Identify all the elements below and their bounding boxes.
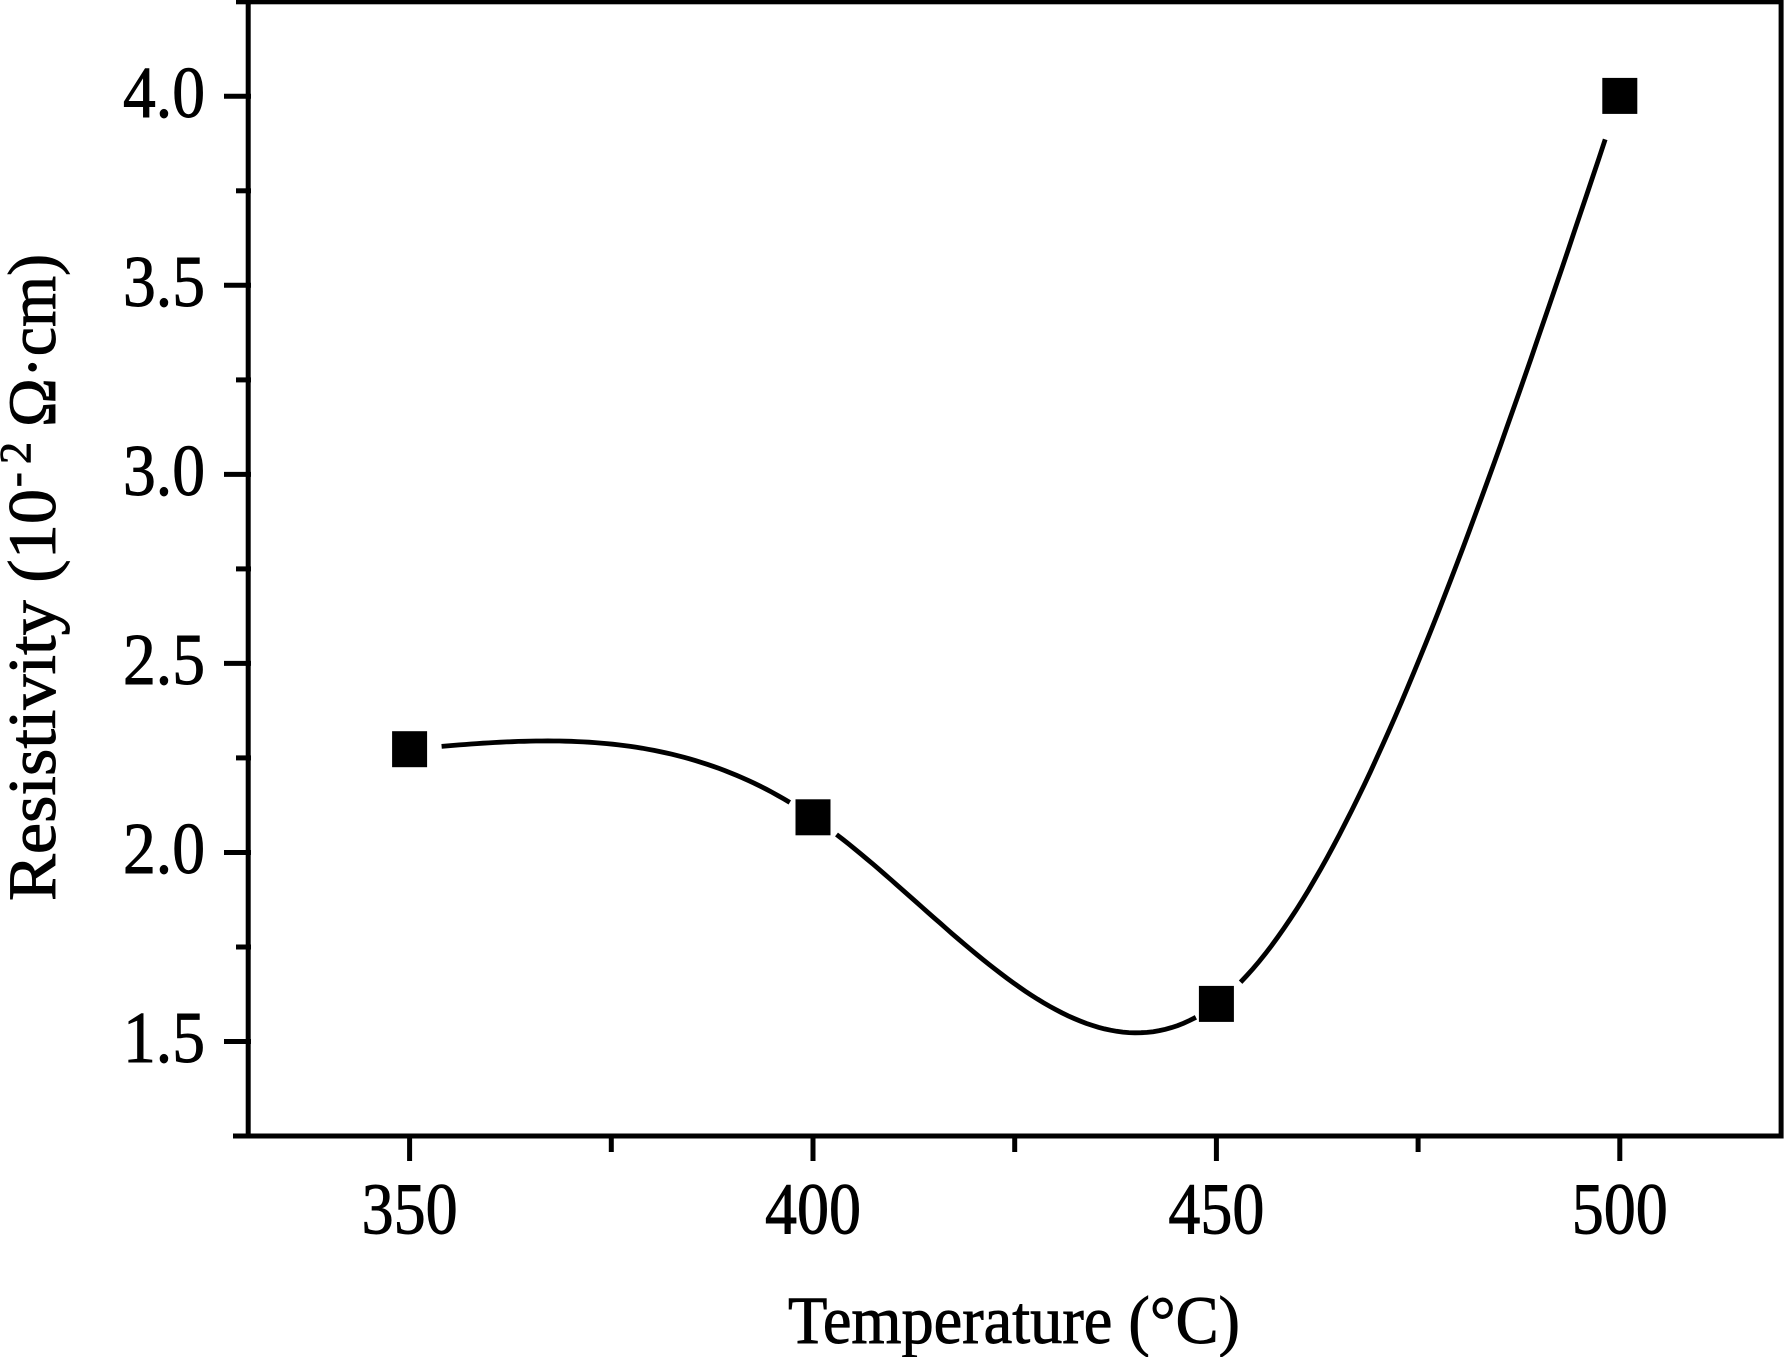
svg-text:Temperature (°C): Temperature (°C) <box>788 1282 1240 1357</box>
svg-text:400: 400 <box>765 1169 861 1250</box>
svg-text:Resistivity (10: Resistivity (10 <box>0 489 70 901</box>
svg-text:Ω·cm): Ω·cm) <box>0 254 70 427</box>
svg-text:2.5: 2.5 <box>123 619 205 700</box>
svg-text:2.0: 2.0 <box>123 808 205 889</box>
svg-text:450: 450 <box>1168 1169 1264 1250</box>
svg-text:500: 500 <box>1572 1169 1668 1250</box>
svg-text:2: 2 <box>0 442 40 464</box>
svg-text:1.5: 1.5 <box>123 997 205 1078</box>
svg-text:350: 350 <box>362 1169 458 1250</box>
svg-text:3.5: 3.5 <box>123 241 205 322</box>
svg-text:3.0: 3.0 <box>123 430 205 511</box>
svg-text:4.0: 4.0 <box>123 52 205 133</box>
svg-text:-: - <box>0 472 40 487</box>
